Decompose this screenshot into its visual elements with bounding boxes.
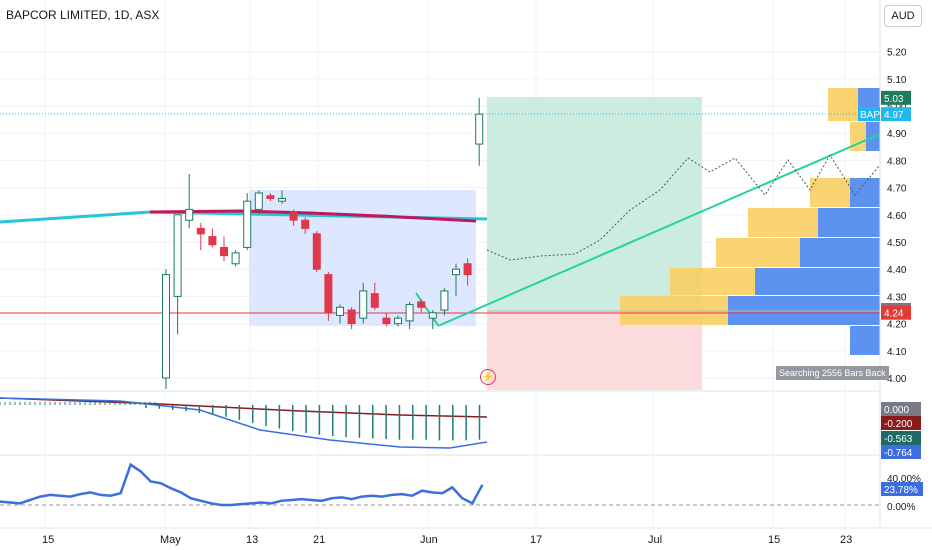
oscillator-pane bbox=[0, 462, 880, 507]
candle-body bbox=[336, 306, 344, 316]
volume-profile-bar bbox=[850, 326, 880, 355]
price-badge bbox=[881, 90, 911, 105]
macd-line bbox=[0, 397, 488, 449]
time-axis[interactable]: 15 May 13 21 Jun 17 Jul 15 23 bbox=[42, 534, 852, 546]
price-tick-label: 4.00 bbox=[887, 374, 907, 385]
volume-profile-bar bbox=[800, 238, 880, 267]
candle-body bbox=[382, 317, 391, 325]
time-tick-label: 23 bbox=[840, 534, 852, 546]
volume-profile-bar bbox=[850, 122, 866, 151]
candle-body bbox=[452, 268, 460, 276]
price-badge-label: 4.97 bbox=[884, 110, 904, 121]
candle-body bbox=[243, 200, 252, 248]
macd-badge bbox=[881, 402, 921, 416]
volume-profile-bar bbox=[716, 238, 800, 267]
candle-body bbox=[370, 293, 379, 308]
price-tick-label: 4.50 bbox=[887, 238, 907, 249]
volume-profile-bar bbox=[755, 268, 880, 295]
candle-body bbox=[475, 113, 484, 145]
currency-button[interactable]: AUD bbox=[884, 5, 922, 27]
price-badge bbox=[881, 107, 911, 122]
price-tick-label: 4.60 bbox=[887, 211, 907, 222]
candle-body bbox=[278, 197, 286, 202]
candle-body bbox=[162, 274, 170, 379]
osc-badge bbox=[881, 482, 923, 496]
macd-pane bbox=[0, 397, 488, 449]
candle-body bbox=[359, 290, 368, 319]
candle-body bbox=[220, 246, 228, 257]
macd-badge-label: -0.764 bbox=[884, 448, 913, 459]
symbol-tag bbox=[858, 107, 880, 122]
candle-body bbox=[266, 195, 275, 199]
price-tick-label: 4.90 bbox=[887, 129, 907, 140]
price-tick-label: 5.20 bbox=[887, 48, 907, 59]
price-tick-label: 4.80 bbox=[887, 156, 907, 167]
candle-body bbox=[428, 312, 437, 319]
candle-body bbox=[347, 309, 356, 325]
price-tick-label: 4.30 bbox=[887, 292, 907, 303]
search-status-label: Searching 2556 Bars Back bbox=[776, 366, 889, 380]
trend-line bbox=[437, 133, 881, 327]
candle-body bbox=[254, 192, 263, 210]
target-zone bbox=[487, 97, 702, 312]
price-badge-label: 5.03 bbox=[884, 94, 904, 105]
macd-badge-label: 0.000 bbox=[884, 405, 909, 416]
price-badge bbox=[881, 305, 911, 320]
candle-body bbox=[208, 236, 217, 246]
macd-badge-label: -0.563 bbox=[884, 434, 913, 445]
price-tick-label: 4.10 bbox=[887, 347, 907, 358]
macd-badge bbox=[881, 431, 921, 445]
osc-tick-label: 0.00% bbox=[887, 502, 915, 513]
oscillator-line bbox=[0, 462, 484, 507]
volume-profile-bar bbox=[748, 208, 818, 237]
time-tick-label: 15 bbox=[42, 534, 54, 546]
projection-path bbox=[486, 154, 881, 261]
time-tick-label: 17 bbox=[530, 534, 542, 546]
time-tick-label: Jun bbox=[420, 534, 438, 546]
volume-profile bbox=[620, 88, 880, 355]
macd-badge bbox=[881, 416, 921, 430]
lightning-icon[interactable]: ⚡ bbox=[480, 369, 496, 385]
volume-profile-bar bbox=[670, 268, 755, 295]
candle-body bbox=[405, 304, 414, 322]
price-tick-label: 4.20 bbox=[887, 320, 907, 331]
price-tick-label: 4.70 bbox=[887, 184, 907, 195]
time-tick-label: 21 bbox=[313, 534, 325, 546]
red-moving-average bbox=[149, 209, 477, 223]
osc-badge-label: 23.78% bbox=[884, 485, 918, 496]
candle-body bbox=[417, 301, 426, 308]
candle-body bbox=[301, 219, 310, 229]
volume-profile-bar bbox=[828, 88, 858, 121]
price-tick-label: 5.10 bbox=[887, 75, 907, 86]
price-tick-label: 4.40 bbox=[887, 265, 907, 276]
macd-badge-label: -0.200 bbox=[884, 419, 913, 430]
candlestick-series bbox=[162, 97, 484, 389]
candle-body bbox=[196, 227, 205, 235]
time-tick-label: 13 bbox=[246, 534, 258, 546]
candle-body bbox=[440, 290, 449, 311]
chart-title[interactable]: BAPCOR LIMITED, 1D, ASX bbox=[6, 8, 160, 22]
price-badge-label: 4.24 bbox=[884, 309, 904, 320]
macd-signal-line bbox=[0, 397, 488, 418]
candle-body bbox=[463, 263, 472, 276]
macd-badge bbox=[881, 445, 921, 459]
time-tick-label: May bbox=[160, 534, 181, 546]
candle-body bbox=[185, 208, 194, 221]
osc-tick-label: 40.00% bbox=[887, 474, 921, 485]
symbol-tag-label: BAP bbox=[860, 110, 880, 121]
candle-body bbox=[394, 317, 402, 325]
time-tick-label: Jul bbox=[648, 534, 662, 546]
volume-profile-bar bbox=[810, 178, 850, 207]
price-axis[interactable]: 5.205.105.004.904.804.704.604.504.404.30… bbox=[858, 48, 923, 513]
candle-body bbox=[289, 211, 298, 221]
candle-body bbox=[312, 233, 321, 270]
time-tick-label: 15 bbox=[768, 534, 780, 546]
candle-body bbox=[324, 274, 333, 314]
candle-body bbox=[173, 214, 182, 297]
candle-body bbox=[231, 252, 240, 265]
volume-profile-bar bbox=[818, 208, 880, 237]
